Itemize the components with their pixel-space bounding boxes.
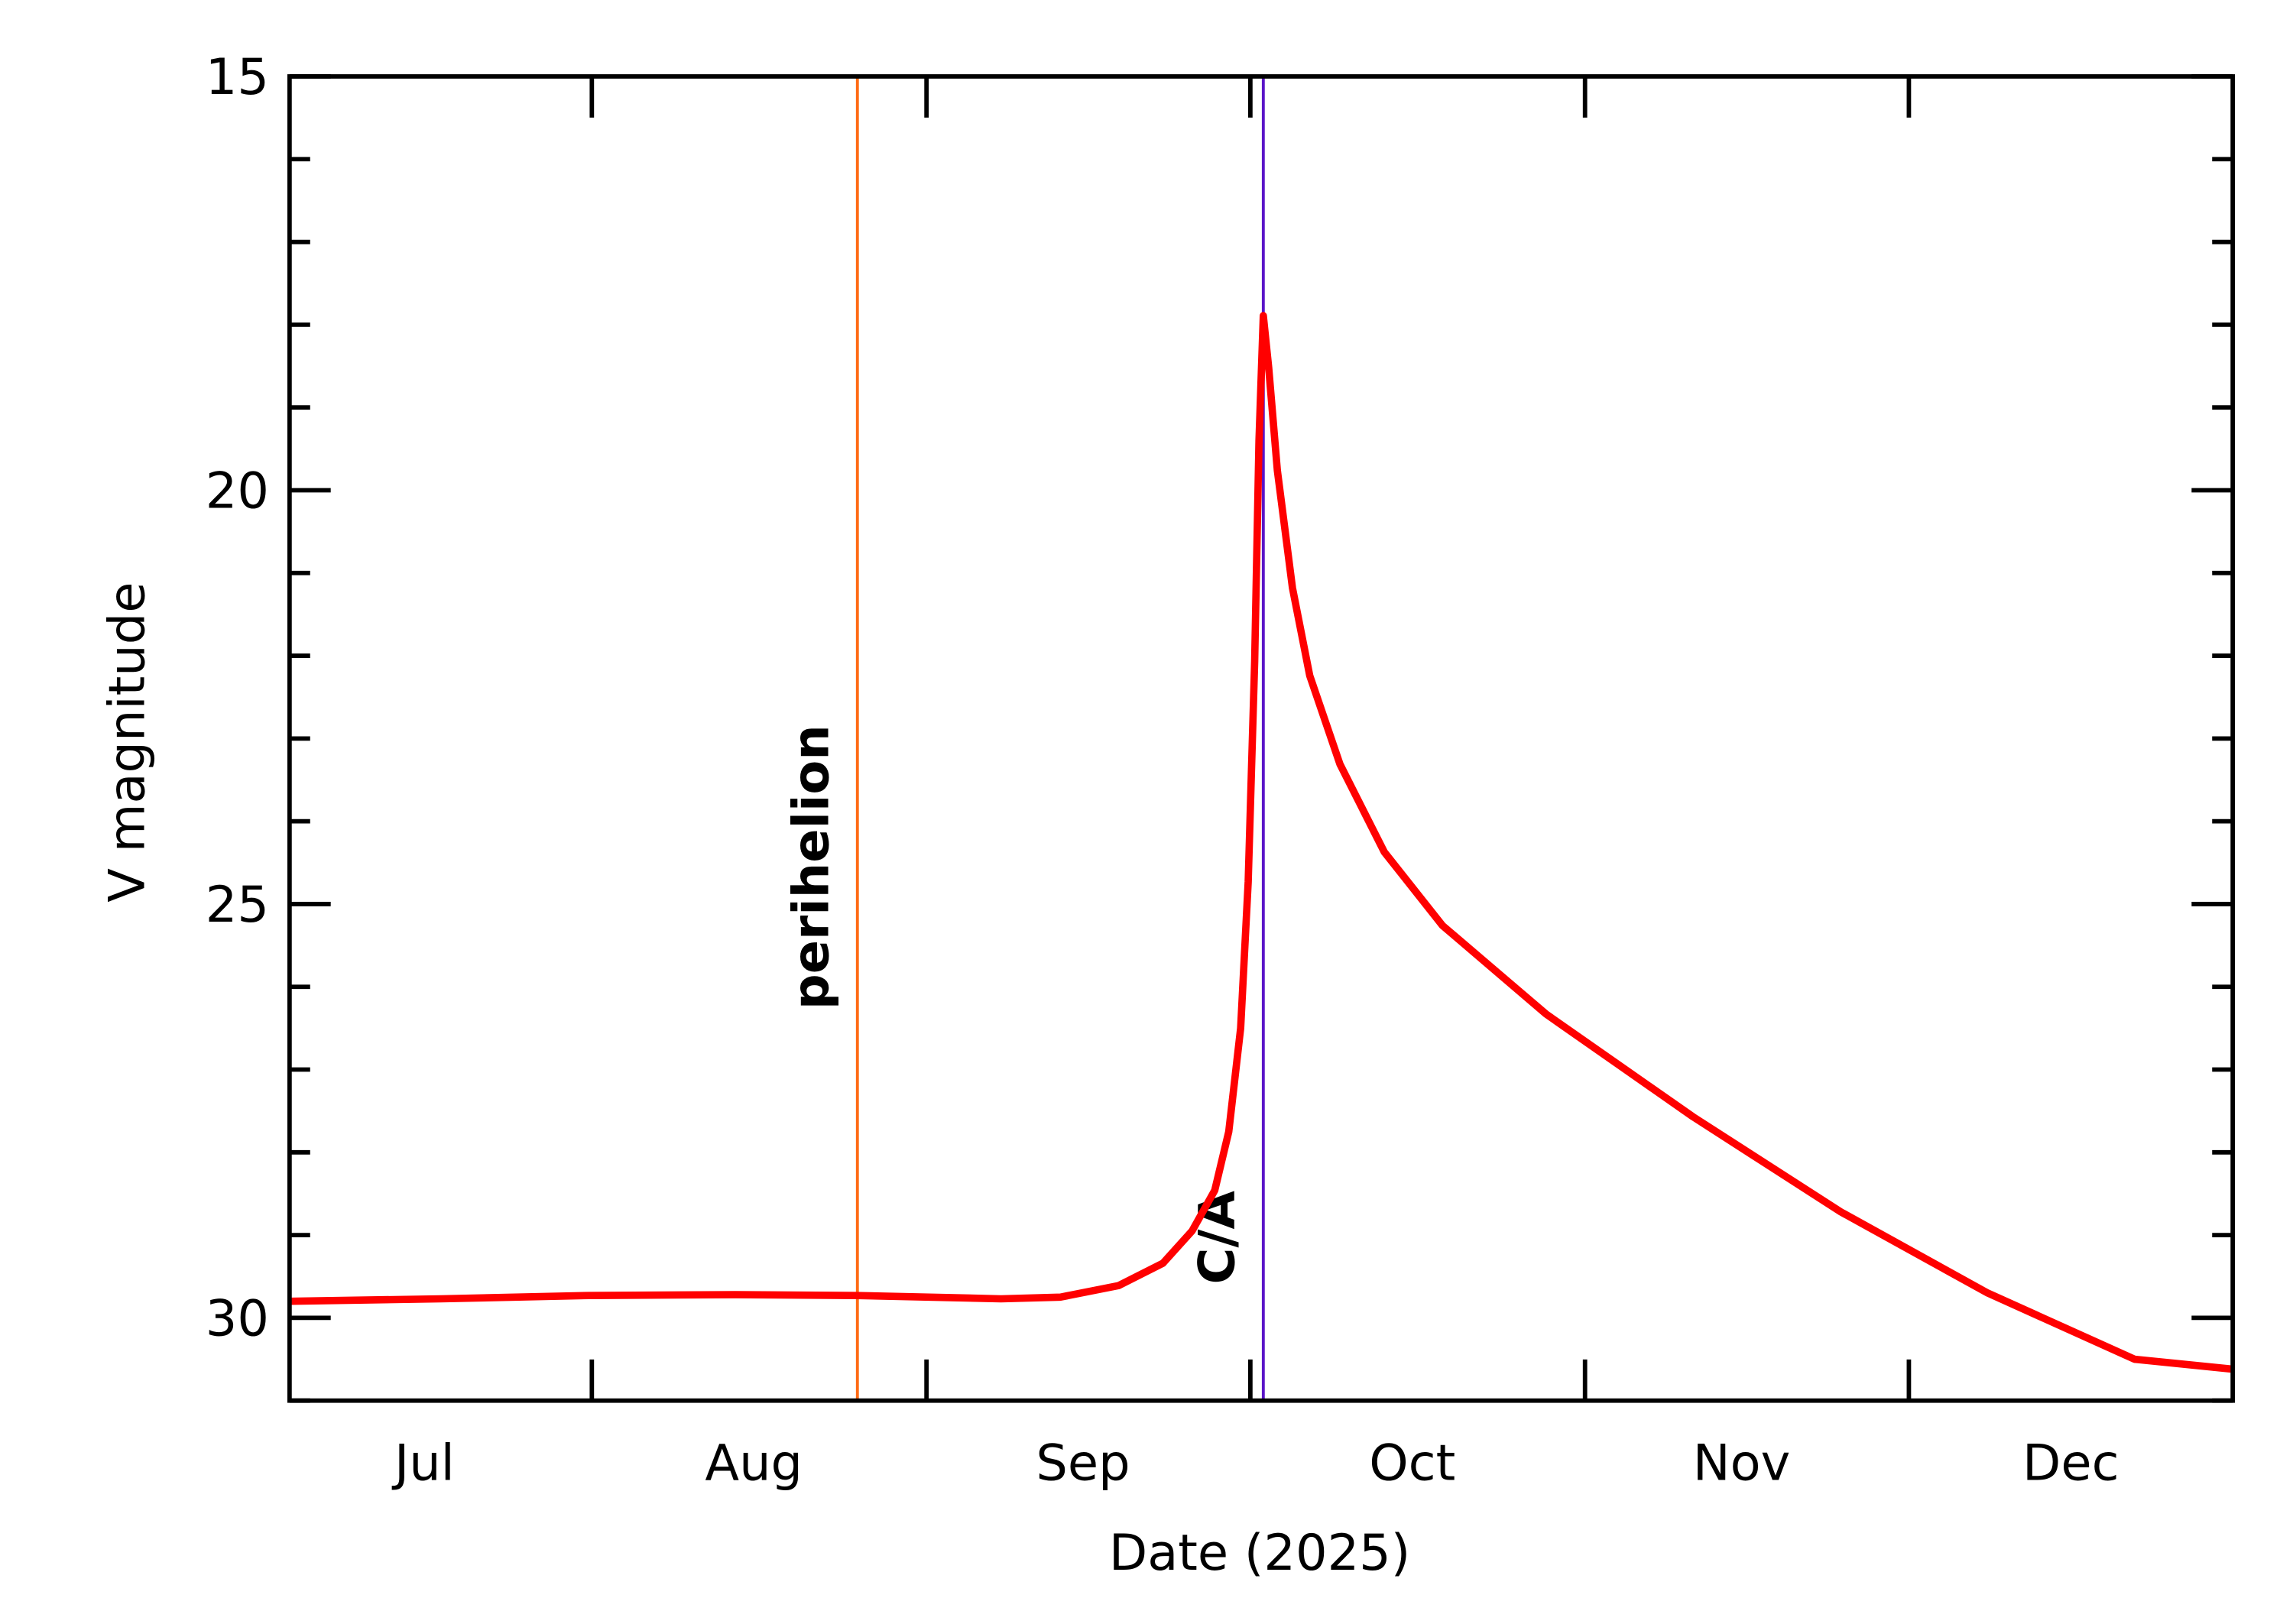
x-tick-label: Sep — [1036, 1434, 1130, 1493]
x-tick-label: Jul — [391, 1434, 455, 1493]
y-axis-title: V magnitude — [98, 582, 156, 903]
y-tick-label: 20 — [206, 462, 269, 520]
x-axis-title: Date (2025) — [1109, 1524, 1410, 1582]
x-tick-label: Nov — [1693, 1434, 1791, 1493]
x-tick-label: Aug — [705, 1434, 803, 1493]
plot-frame — [287, 74, 2236, 1403]
y-tick-label: 15 — [206, 48, 269, 106]
data-line — [289, 312, 2233, 1373]
y-tick-label: 30 — [206, 1289, 269, 1347]
annotation-label: perihelion — [782, 724, 840, 1010]
x-tick-label: Dec — [2022, 1434, 2119, 1493]
y-tick-label: 25 — [206, 876, 269, 934]
annotation-label: C/A — [1188, 1191, 1246, 1285]
x-tick-label: Oct — [1369, 1434, 1455, 1493]
